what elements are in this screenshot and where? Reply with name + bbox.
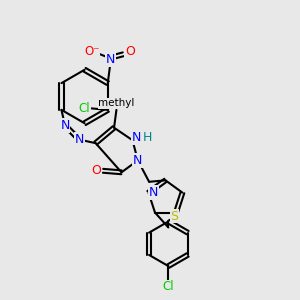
Text: S: S [170,210,178,223]
Text: H: H [143,131,152,144]
Text: N: N [75,133,84,146]
Text: O⁻: O⁻ [84,44,100,58]
Text: N: N [106,53,116,66]
Text: Cl: Cl [163,280,174,293]
Text: Cl: Cl [79,102,90,115]
Text: N: N [60,119,70,132]
Text: N: N [149,186,158,199]
Text: O: O [125,44,135,58]
Text: O: O [91,164,101,177]
Text: N: N [133,154,142,167]
Text: N: N [132,131,141,144]
Text: methyl: methyl [98,98,135,108]
